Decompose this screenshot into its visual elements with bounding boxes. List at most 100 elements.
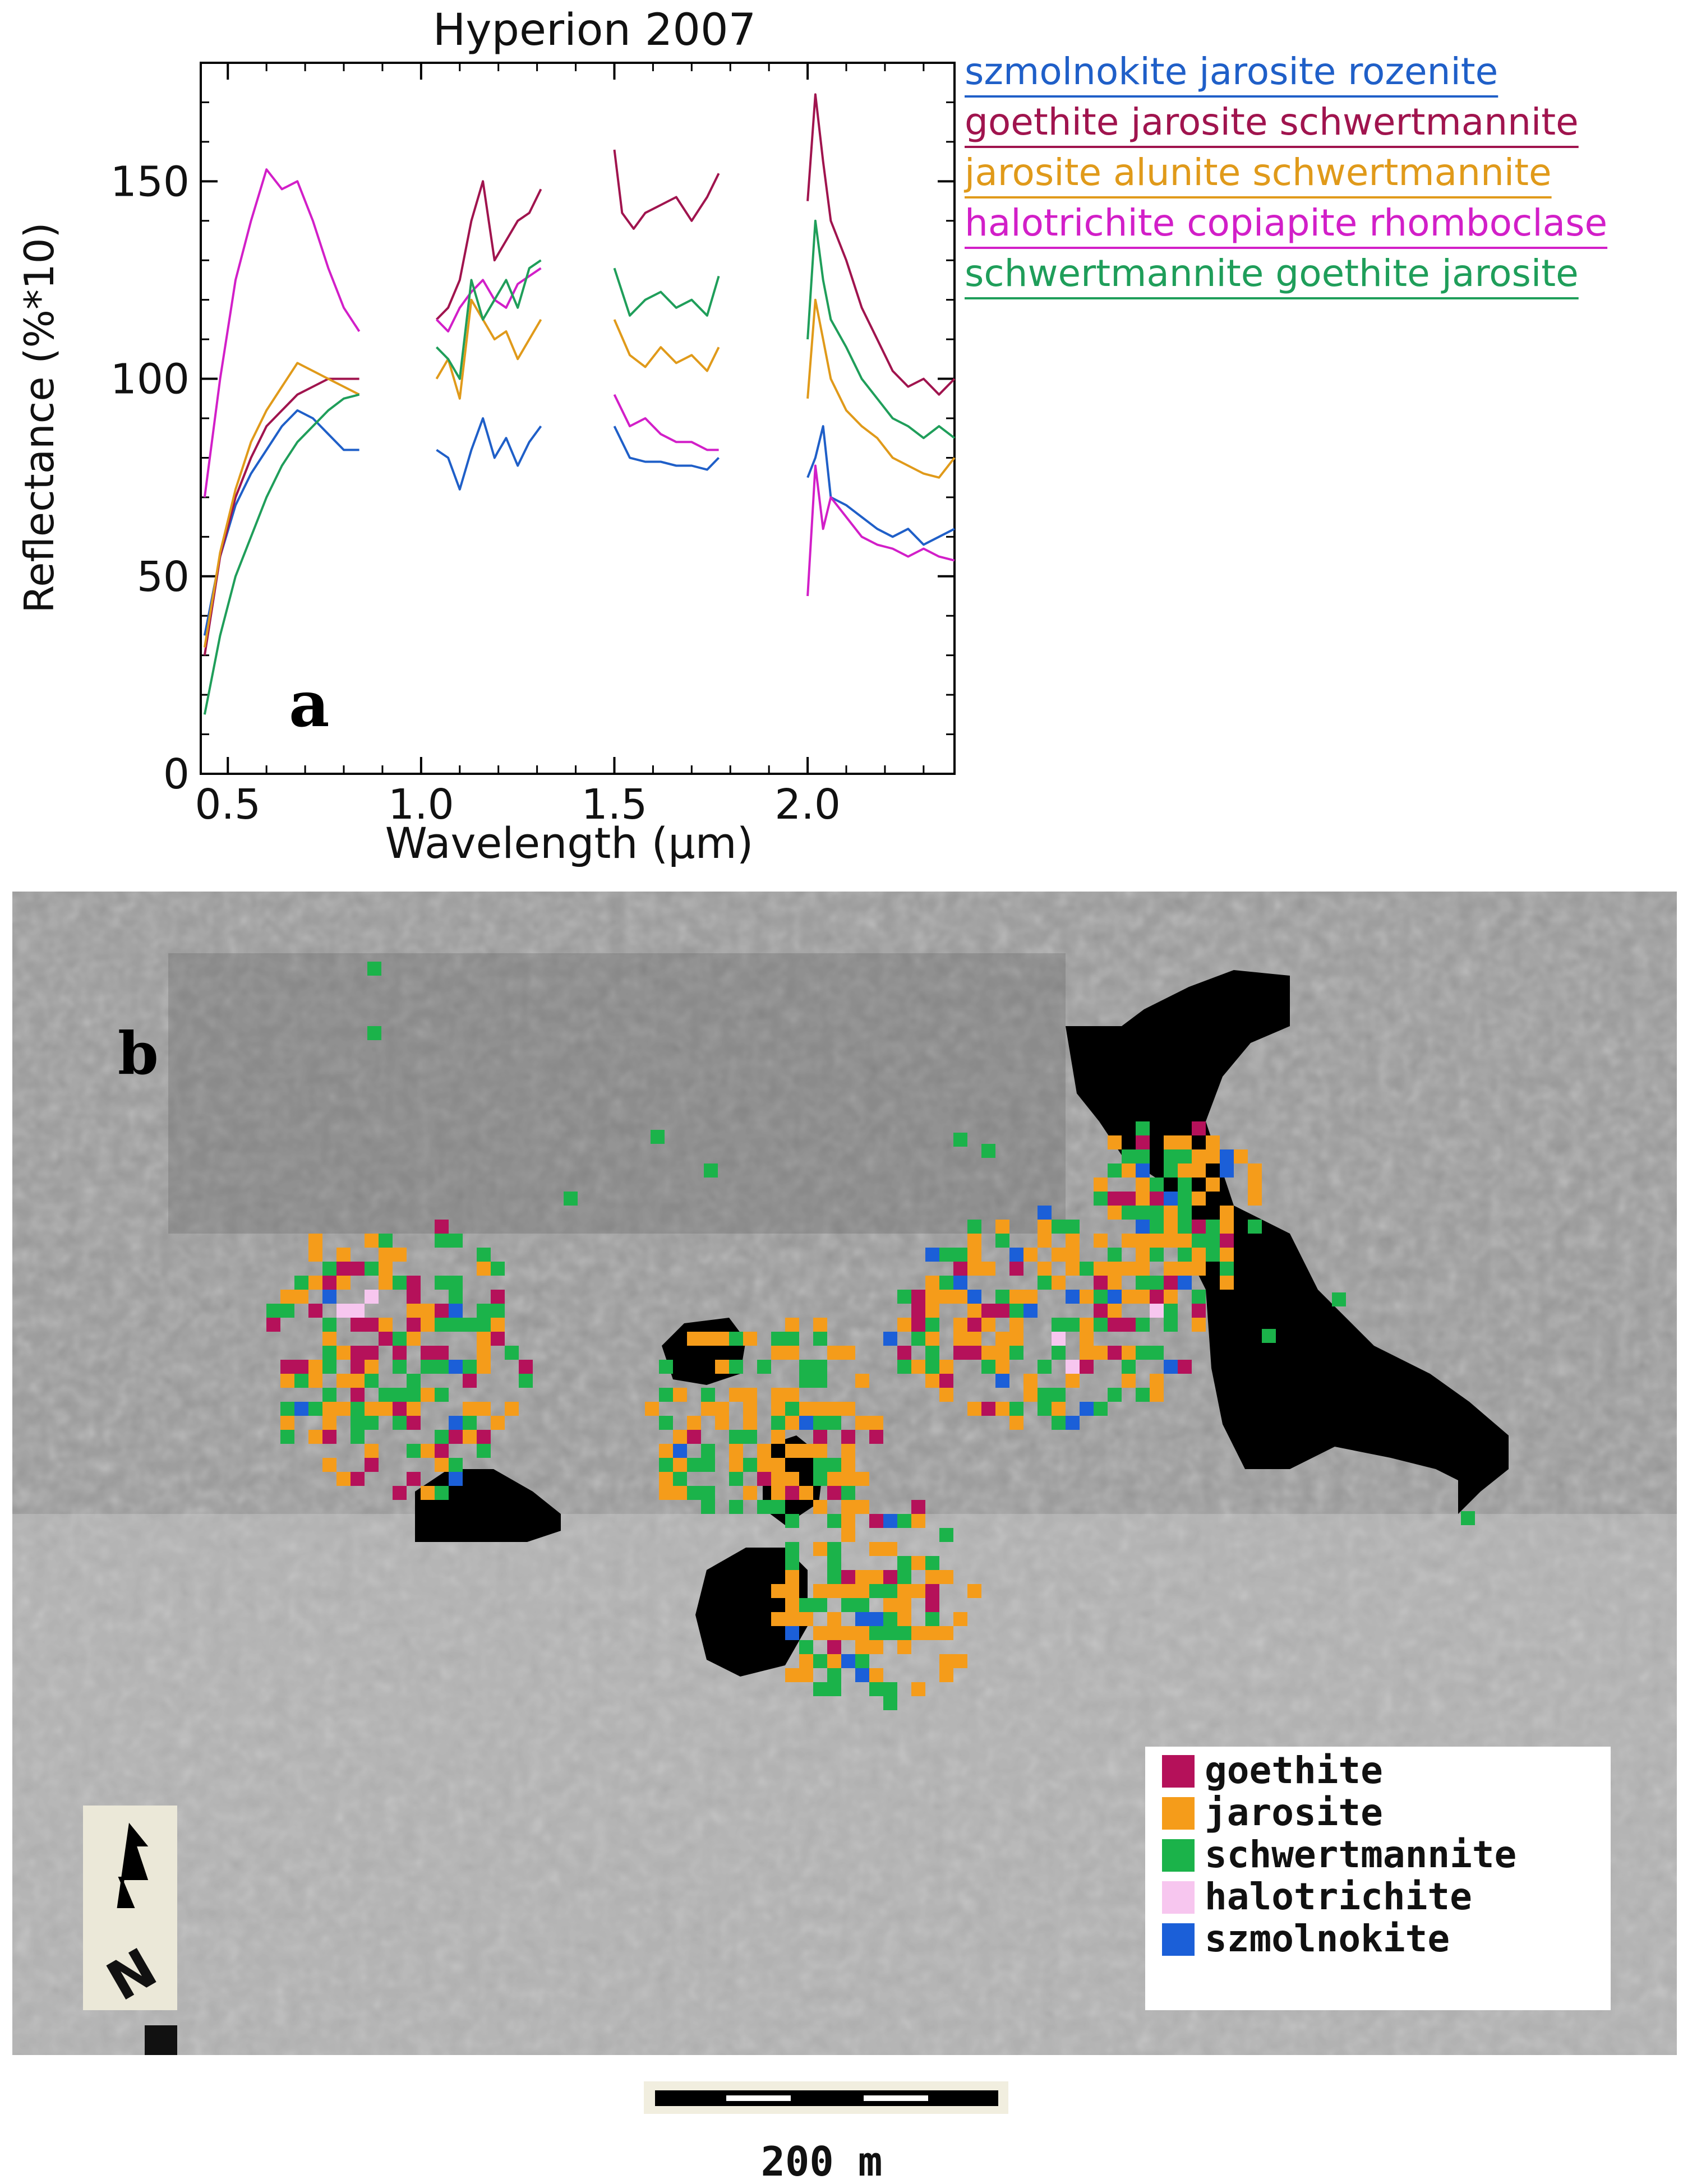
mineral-pixel [799,1654,813,1668]
mineral-pixel [435,1444,449,1458]
mineral-pixel [407,1444,421,1458]
mineral-pixel [799,1640,813,1654]
mineral-pixel [659,1472,673,1486]
mineral-pixel [1108,1192,1122,1206]
mineral-pixel [449,1430,463,1444]
map-dark-north [168,953,1066,1234]
mineral-pixel [813,1542,827,1556]
mineral-pixel [729,1458,743,1472]
mineral-pixel [463,1430,477,1444]
mineral-pixel [1038,1220,1052,1234]
mineral-pixel [1248,1178,1262,1192]
mineral-pixel [953,1332,967,1346]
mineral-pixel [1023,1304,1038,1318]
mineral-pixel [379,1276,393,1290]
mineral-pixel [1066,1374,1080,1388]
mineral-pixel [771,1486,785,1500]
mineral-pixel [841,1598,855,1612]
legend-label-szmolnokite: szmolnokite [1205,1917,1450,1960]
mineral-pixel [939,1360,953,1374]
mineral-pixel [659,1388,673,1402]
mineral-pixel [351,1402,365,1416]
chart-legend: szmolnokite jarosite rozenite goethite ja… [963,50,1608,299]
legend-entry: goethite jarosite schwertmannite [965,100,1579,144]
mineral-pixel [1023,1374,1038,1388]
mineral-pixel [294,1374,308,1388]
mineral-pixel [855,1584,869,1598]
mineral-pixel [827,1458,841,1472]
mineral-pixel [869,1584,883,1598]
mineral-pixel [1094,1304,1108,1318]
mineral-pixel [1108,1318,1122,1332]
mineral-pixel [1066,1318,1080,1332]
mineral-pixel [1220,1163,1234,1178]
mineral-pixel [308,1360,322,1374]
mineral-pixel [995,1290,1009,1304]
mineral-pixel [1150,1234,1164,1248]
mineral-pixel [463,1416,477,1430]
mineral-pixel [785,1598,799,1612]
mineral-pixel [1332,1292,1346,1306]
mineral-pixel [1136,1388,1150,1402]
mineral-pixel [308,1248,322,1262]
mineral-pixel [1136,1262,1150,1276]
mineral-pixel [1052,1402,1066,1416]
mineral-pixel [491,1318,505,1332]
mineral-pixel [519,1360,533,1374]
mineral-map: b N goethitejarositeschwertmannitehalotr… [12,892,1677,2055]
legend-label-schwertmannite: schwertmannite [1205,1833,1516,1876]
mineral-pixel [785,1514,799,1528]
mineral-pixel [322,1458,336,1472]
mineral-pixel [280,1304,294,1318]
mineral-pixel [771,1332,785,1346]
y-tick-label: 100 [110,355,190,404]
mineral-pixel [897,1318,911,1332]
mineral-pixel [883,1514,897,1528]
mineral-pixel [785,1626,799,1640]
mineral-pixel [421,1360,435,1374]
mineral-pixel [365,1374,379,1388]
mineral-pixel [1206,1178,1220,1192]
mineral-pixel [1178,1276,1192,1290]
mineral-pixel [449,1318,463,1332]
mineral-pixel [855,1416,869,1430]
pit-ne [1066,970,1509,1514]
mineral-pixel [1108,1290,1122,1304]
mineral-pixel [435,1234,449,1248]
mineral-pixel [1094,1178,1108,1192]
mineral-pixel [925,1374,939,1388]
mineral-pixel [939,1570,953,1584]
mineral-pixel [869,1416,883,1430]
mineral-pixel [1052,1318,1066,1332]
mineral-pixel [365,1360,379,1374]
series-line-2 [435,298,542,400]
mineral-pixel [393,1402,407,1416]
mineral-pixel [1136,1234,1150,1248]
mineral-pixel [659,1486,673,1500]
pit-south [695,1548,808,1677]
mineral-pixel [799,1416,813,1430]
mineral-pixel [1108,1135,1122,1149]
mineral-pixel [1122,1346,1136,1360]
mineral-pixel [939,1248,953,1262]
series-line-1 [613,149,720,230]
mineral-pixel [1066,1290,1080,1304]
mineral-pixel [883,1626,897,1640]
mineral-pixel [827,1346,841,1360]
x-tick-label: 1.0 [388,781,454,829]
series-line-3 [435,267,542,333]
mineral-pixel [351,1472,365,1486]
series-line-2 [613,319,720,372]
mineral-pixel [659,1360,673,1374]
mineral-pixel [995,1360,1009,1374]
mineral-pixel [1038,1234,1052,1248]
mineral-pixel [911,1332,925,1346]
mineral-pixel [365,1346,379,1360]
mineral-pixel [1080,1346,1094,1360]
mineral-pixel [883,1570,897,1584]
mineral-pixel [911,1318,925,1332]
mineral-pixel [869,1570,883,1584]
mineral-pixel [322,1388,336,1402]
mineral-pixel [1220,1234,1234,1248]
mineral-pixel [981,1346,995,1360]
